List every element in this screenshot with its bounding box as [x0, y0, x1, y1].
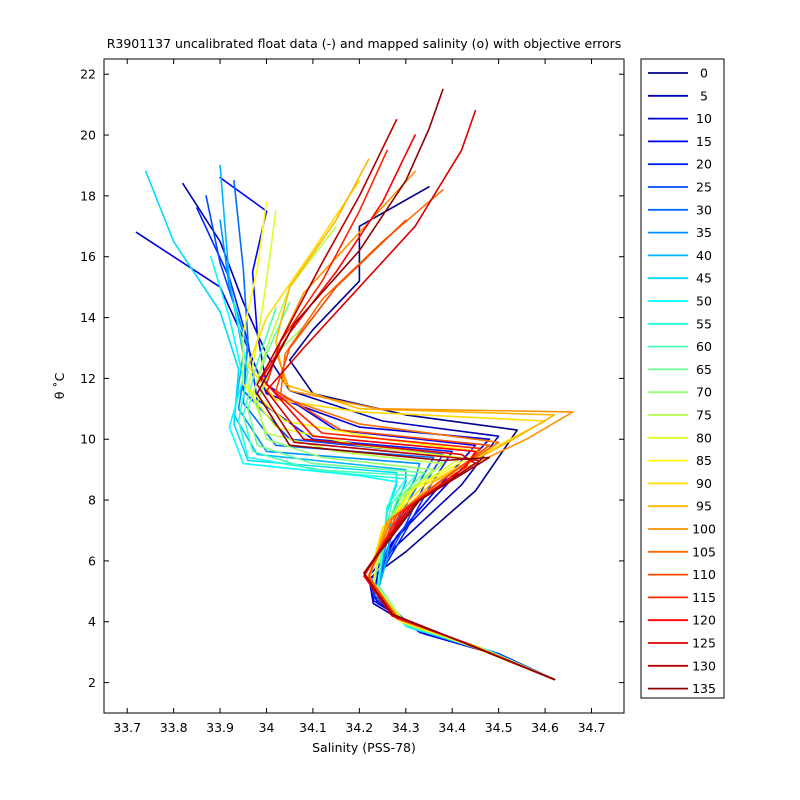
- plot-frame: [103, 58, 625, 714]
- x-tick-label: 34: [259, 720, 275, 735]
- legend-label: 115: [692, 590, 716, 605]
- legend-label: 0: [700, 66, 708, 81]
- x-tick-label: 33.8: [160, 720, 188, 735]
- y-tick-label: 16: [80, 249, 96, 264]
- x-tick-label: 34.2: [345, 720, 373, 735]
- legend-label: 135: [692, 681, 716, 696]
- legend-label: 110: [692, 567, 716, 582]
- y-tick-label: 22: [80, 67, 96, 82]
- x-axis-label: Salinity (PSS-78): [312, 740, 416, 755]
- legend: 0 5 10 15 20 25 30 35 40 45 50 55 60 65 70 75 80 85 90 95 10…: [640, 58, 725, 699]
- series-line-65: [247, 301, 556, 681]
- legend-label: 105: [692, 544, 716, 559]
- y-tick-label: 10: [80, 432, 96, 447]
- legend-label: 45: [696, 271, 712, 286]
- y-tick-label: 18: [80, 188, 96, 203]
- x-tick-label: 34.3: [392, 720, 420, 735]
- legend-label: 120: [692, 613, 716, 628]
- legend-label: 50: [696, 294, 712, 309]
- x-tick-label: 33.9: [206, 720, 234, 735]
- chart-title: R3901137 uncalibrated float data (-) and…: [107, 36, 622, 51]
- legend-label: 15: [696, 134, 712, 149]
- legend-box: [640, 58, 725, 699]
- series-line-105: [279, 189, 556, 681]
- legend-label: 20: [696, 157, 712, 172]
- legend-label: 125: [692, 636, 716, 651]
- x-tick-label: 34.5: [485, 720, 513, 735]
- y-axis-label: θ ˚C: [52, 372, 67, 399]
- x-tick-label: 34.1: [299, 720, 327, 735]
- x-tick-label: 34.6: [531, 720, 559, 735]
- legend-label: 75: [696, 408, 712, 423]
- legend-label: 95: [696, 499, 712, 514]
- y-tick-label: 2: [88, 675, 96, 690]
- legend-label: 55: [696, 316, 712, 331]
- legend-label: 5: [700, 88, 708, 103]
- x-tick-label: 33.7: [113, 720, 141, 735]
- x-tick-label: 34.7: [578, 720, 606, 735]
- plot-area: [104, 59, 624, 713]
- series-layer: [135, 88, 574, 681]
- legend-label: 100: [692, 522, 716, 537]
- legend-label: 70: [696, 385, 712, 400]
- legend-label: 10: [696, 111, 712, 126]
- legend-label: 25: [696, 180, 712, 195]
- y-tick-label: 20: [80, 128, 96, 143]
- y-tick-label: 14: [80, 310, 96, 325]
- legend-label: 40: [696, 248, 712, 263]
- x-tick-label: 34.4: [438, 720, 466, 735]
- y-tick-label: 6: [88, 553, 96, 568]
- y-tick-label: 8: [88, 493, 96, 508]
- legend-label: 80: [696, 430, 712, 445]
- legend-label: 30: [696, 202, 712, 217]
- y-axis: 2 4 6 8 10 12 14 16 18 20 22: [80, 67, 624, 690]
- series-line-135: [256, 88, 556, 681]
- y-tick-label: 4: [88, 614, 96, 629]
- series-line-95: [275, 158, 556, 681]
- legend-label: 85: [696, 453, 712, 468]
- legend-label: 130: [692, 658, 716, 673]
- legend-label: 65: [696, 362, 712, 377]
- x-axis: 33.7 33.8 33.9 34 34.1 34.2 34.3 34.4 34.5 34.6 34…: [113, 59, 605, 735]
- y-tick-label: 12: [80, 371, 96, 386]
- legend-label: 35: [696, 225, 712, 240]
- legend-label: 90: [696, 476, 712, 491]
- legend-label: 60: [696, 339, 712, 354]
